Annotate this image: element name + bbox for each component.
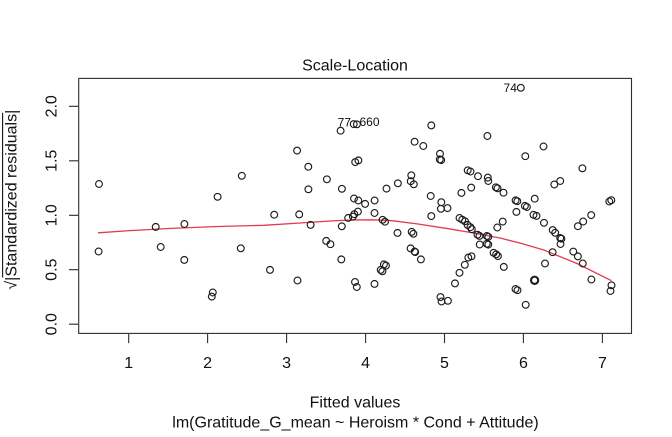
svg-text:7: 7 — [598, 355, 607, 372]
svg-text:0.5: 0.5 — [44, 258, 61, 280]
svg-text:74: 74 — [504, 81, 518, 95]
svg-text:5: 5 — [440, 355, 449, 372]
svg-text:6: 6 — [519, 355, 528, 372]
svg-text:1: 1 — [124, 355, 133, 372]
svg-text:1.5: 1.5 — [44, 150, 61, 172]
svg-text:0.0: 0.0 — [44, 313, 61, 335]
svg-text:1.0: 1.0 — [44, 204, 61, 226]
svg-text:660: 660 — [360, 115, 380, 129]
svg-text:lm(Gratitude_G_mean ~ Heroism: lm(Gratitude_G_mean ~ Heroism * Cond + A… — [172, 414, 538, 431]
svg-text:3: 3 — [282, 355, 291, 372]
svg-text:√|Standardized residuals|: √|Standardized residuals| — [3, 110, 20, 290]
svg-text:Scale-Location: Scale-Location — [302, 58, 408, 75]
svg-text:4: 4 — [361, 355, 370, 372]
svg-text:Fitted values: Fitted values — [310, 395, 401, 412]
svg-text:2: 2 — [203, 355, 212, 372]
svg-text:2.0: 2.0 — [44, 95, 61, 117]
svg-text:77: 77 — [338, 116, 352, 130]
